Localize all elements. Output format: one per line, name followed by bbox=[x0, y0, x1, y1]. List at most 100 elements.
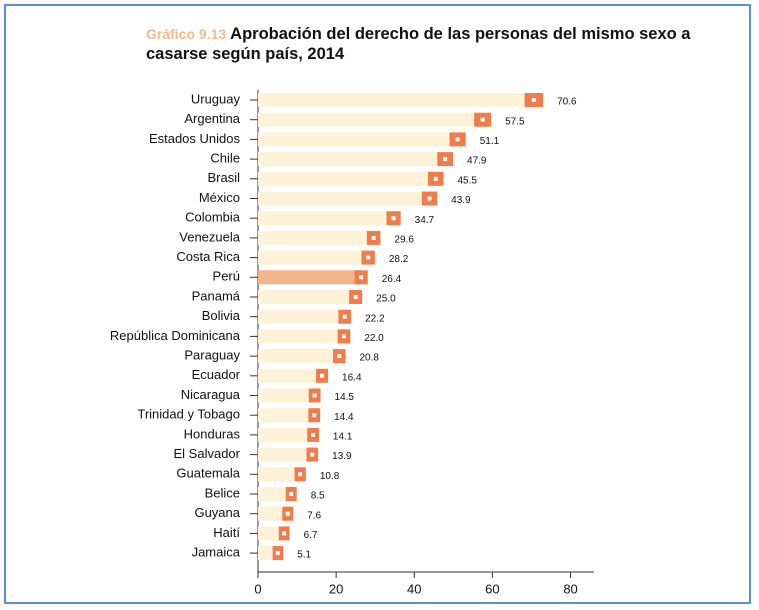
point bbox=[282, 531, 287, 536]
point bbox=[353, 295, 358, 299]
point bbox=[371, 235, 376, 240]
chart-title-text: Aprobación del derecho de las personas d… bbox=[146, 25, 691, 63]
y-tick-label: Jamaica bbox=[192, 545, 241, 560]
point bbox=[320, 373, 325, 378]
value-label: 45.5 bbox=[457, 175, 477, 186]
bar bbox=[258, 230, 374, 245]
y-tick-label: Ecuador bbox=[192, 367, 241, 382]
bar bbox=[258, 388, 315, 403]
value-label: 14.4 bbox=[334, 412, 354, 423]
bar bbox=[258, 329, 344, 344]
value-label: 25.0 bbox=[376, 294, 396, 305]
y-tick-label: Nicaragua bbox=[181, 387, 241, 402]
y-tick-label: Venezuela bbox=[179, 229, 240, 244]
x-tick-label: 40 bbox=[407, 581, 421, 596]
value-label: 20.8 bbox=[360, 353, 380, 364]
value-label: 8.5 bbox=[311, 491, 325, 502]
y-tick-label: Trinidad y Tobago bbox=[137, 407, 240, 422]
value-label: 22.2 bbox=[365, 313, 385, 324]
bar bbox=[258, 427, 314, 442]
y-tick-label: Guyana bbox=[194, 505, 240, 520]
y-tick-label: Colombia bbox=[185, 210, 241, 225]
y-tick-label: Argentina bbox=[184, 111, 240, 126]
y-tick-label: Estados Unidos bbox=[149, 131, 241, 146]
bar bbox=[258, 526, 285, 541]
y-tick-label: Haití bbox=[213, 525, 240, 540]
value-label: 16.4 bbox=[342, 372, 362, 383]
y-tick-label: Honduras bbox=[184, 426, 241, 441]
point bbox=[310, 452, 315, 457]
point bbox=[359, 275, 364, 280]
point bbox=[366, 255, 371, 260]
bar bbox=[258, 191, 430, 206]
x-tick-label: 20 bbox=[329, 581, 343, 596]
value-label: 7.6 bbox=[307, 510, 321, 521]
point bbox=[285, 511, 290, 516]
point bbox=[443, 157, 448, 162]
y-tick-label: Perú bbox=[213, 269, 240, 284]
value-label: 14.5 bbox=[335, 392, 355, 403]
chart-title: Gráfico 9.13 Aprobación del derecho de la… bbox=[146, 25, 690, 63]
value-label: 5.1 bbox=[297, 550, 311, 561]
value-label: 57.5 bbox=[505, 116, 525, 127]
y-tick-label: Belice bbox=[205, 485, 240, 500]
y-tick-label: Uruguay bbox=[191, 91, 241, 106]
chart-label: Gráfico 9.13 bbox=[146, 26, 227, 42]
bar bbox=[258, 467, 301, 482]
point bbox=[531, 98, 536, 102]
bar bbox=[258, 211, 394, 226]
point bbox=[311, 432, 316, 437]
y-tick-label: República Dominicana bbox=[110, 328, 241, 343]
point bbox=[289, 492, 294, 496]
point bbox=[433, 176, 438, 181]
bar bbox=[258, 171, 436, 186]
bar bbox=[258, 112, 483, 127]
point bbox=[275, 551, 280, 556]
bar bbox=[258, 270, 362, 285]
y-tick-label: Panamá bbox=[192, 288, 241, 303]
value-label: 29.6 bbox=[394, 235, 414, 246]
value-label: 70.6 bbox=[557, 97, 577, 108]
point bbox=[427, 196, 432, 201]
bar bbox=[258, 349, 340, 364]
bar bbox=[258, 152, 446, 167]
title-block: Gráfico 9.13 Aprobación del derecho de la… bbox=[146, 24, 746, 64]
y-tick-label: Paraguay bbox=[184, 348, 240, 363]
point bbox=[337, 354, 342, 359]
bar bbox=[258, 250, 369, 265]
bar bbox=[258, 408, 315, 423]
value-label: 28.2 bbox=[389, 254, 409, 265]
point bbox=[312, 393, 317, 398]
value-label: 14.1 bbox=[333, 432, 353, 443]
value-label: 43.9 bbox=[451, 195, 471, 206]
value-label: 51.1 bbox=[480, 136, 500, 147]
bar bbox=[258, 290, 356, 304]
value-label: 34.7 bbox=[415, 215, 435, 226]
point bbox=[312, 413, 317, 418]
y-tick-label: México bbox=[199, 190, 240, 205]
bar bbox=[258, 447, 313, 462]
point bbox=[480, 117, 485, 122]
bar bbox=[258, 93, 534, 107]
point bbox=[342, 314, 347, 319]
bar bbox=[258, 132, 458, 147]
value-label: 13.9 bbox=[332, 451, 352, 462]
x-tick-label: 0 bbox=[254, 581, 261, 596]
value-label: 10.8 bbox=[320, 471, 340, 482]
y-tick-label: Guatemala bbox=[176, 466, 240, 481]
y-tick-label: Brasil bbox=[207, 170, 240, 185]
bar bbox=[258, 506, 288, 521]
x-tick-label: 60 bbox=[485, 581, 499, 596]
point bbox=[341, 334, 346, 339]
y-tick-label: El Salvador bbox=[174, 446, 241, 461]
header: Gráfico 9.13 Aprobación del derecho de la… bbox=[16, 24, 736, 64]
y-tick-label: Costa Rica bbox=[176, 249, 240, 264]
point bbox=[455, 137, 460, 142]
y-tick-label: Bolivia bbox=[202, 308, 241, 323]
value-label: 6.7 bbox=[304, 530, 318, 541]
bar bbox=[258, 487, 292, 501]
bar bbox=[258, 309, 345, 324]
y-tick-label: Chile bbox=[210, 151, 240, 166]
value-label: 22.0 bbox=[364, 333, 384, 344]
